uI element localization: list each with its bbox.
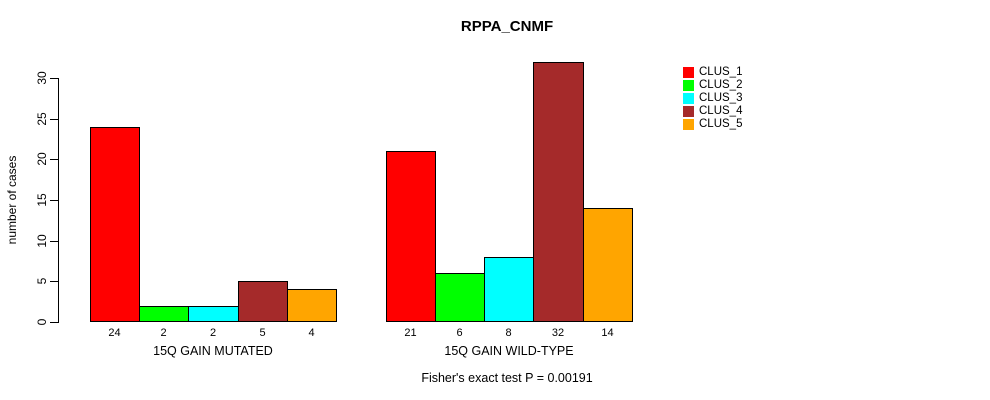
y-tick-label: 15 [35, 193, 49, 207]
bar-value-label: 2 [160, 327, 167, 339]
legend-label: CLUS_4 [699, 105, 743, 117]
chart-title: RPPA_CNMF [460, 18, 554, 35]
bar-value-label: 8 [505, 327, 512, 339]
category-label: 15Q GAIN MUTATED [153, 344, 273, 358]
y-tick-mark [50, 200, 58, 201]
legend-swatch-icon [683, 80, 694, 91]
legend-swatch-icon [683, 106, 694, 117]
y-tick-mark [50, 322, 58, 323]
bar-value-label: 21 [404, 327, 417, 339]
legend-item-clus_5: CLUS_5 [683, 118, 742, 131]
y-tick-label: 25 [35, 112, 49, 126]
y-tick-label: 5 [35, 277, 49, 285]
bar-clus_2-group1 [139, 306, 189, 322]
bar-clus_4-group1 [238, 281, 288, 322]
fisher-test-annotation: Fisher's exact test P = 0.00191 [421, 371, 593, 385]
bar-clus_1-group2 [386, 151, 436, 322]
legend-label: CLUS_3 [699, 92, 743, 104]
y-tick-mark [50, 241, 58, 242]
bar-value-label: 6 [456, 327, 463, 339]
legend-label: CLUS_5 [699, 118, 743, 130]
legend-item-clus_3: CLUS_3 [683, 92, 742, 105]
bar-value-label: 2 [209, 327, 217, 339]
y-tick-mark [50, 159, 58, 160]
bar-clus_5-group1 [287, 289, 337, 322]
legend-item-clus_1: CLUS_1 [683, 66, 742, 79]
bar-clus_2-group2 [435, 273, 485, 322]
y-tick-label: 20 [35, 152, 49, 166]
legend-swatch-icon [683, 119, 694, 130]
bar-clus_1-group1 [90, 127, 140, 322]
legend: CLUS_1 CLUS_2 CLUS_3 CLUS_4 CLUS_5 [683, 66, 742, 131]
bar-clus_4-group2 [533, 62, 584, 322]
legend-swatch-icon [683, 93, 694, 104]
y-tick-label: 30 [35, 71, 49, 85]
y-axis-line [58, 78, 59, 323]
legend-swatch-icon [683, 67, 694, 78]
legend-item-clus_4: CLUS_4 [683, 105, 742, 118]
legend-label: CLUS_1 [699, 66, 743, 78]
bar-value-label: 4 [308, 327, 315, 339]
y-tick-mark [50, 119, 58, 120]
bar-value-label: 24 [108, 327, 121, 339]
y-tick-label: 10 [35, 234, 49, 248]
y-tick-label: 0 [35, 318, 49, 326]
bar-clus_5-group2 [583, 208, 633, 322]
bar-value-label: 32 [551, 327, 565, 339]
bar-value-label: 14 [601, 327, 614, 339]
bar-clus_3-group1 [188, 306, 239, 322]
bar-value-label: 5 [259, 327, 266, 339]
y-tick-mark [50, 78, 58, 79]
category-label: 15Q GAIN WILD-TYPE [444, 344, 574, 358]
legend-item-clus_2: CLUS_2 [683, 79, 742, 92]
legend-label: CLUS_2 [699, 79, 743, 91]
y-axis-label: number of cases [5, 155, 19, 245]
y-tick-mark [50, 281, 58, 282]
bar-clus_3-group2 [484, 257, 534, 322]
